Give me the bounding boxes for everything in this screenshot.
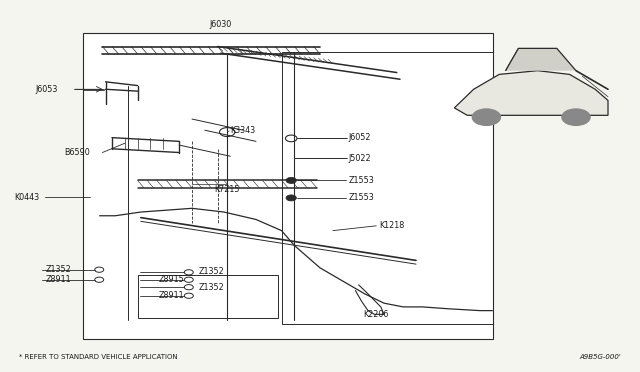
- Text: Z1553: Z1553: [349, 176, 374, 185]
- Bar: [83, 33, 493, 339]
- Text: Z1553: Z1553: [349, 193, 374, 202]
- Text: A9B5G-000': A9B5G-000': [579, 354, 621, 360]
- Bar: [282, 52, 493, 324]
- Circle shape: [286, 177, 296, 183]
- Circle shape: [286, 195, 296, 201]
- Text: K7215: K7215: [214, 185, 240, 194]
- Text: J6053: J6053: [35, 85, 58, 94]
- Text: J5022: J5022: [349, 154, 371, 163]
- Text: Z8915: Z8915: [159, 275, 184, 284]
- Text: Z8911: Z8911: [159, 291, 184, 300]
- Text: Z1352: Z1352: [198, 283, 224, 292]
- Text: J6030: J6030: [210, 20, 232, 29]
- Text: K3343: K3343: [230, 126, 255, 135]
- Text: Z1352: Z1352: [46, 265, 72, 274]
- PathPatch shape: [454, 71, 608, 115]
- Circle shape: [562, 109, 590, 125]
- Text: B6590: B6590: [64, 148, 90, 157]
- Bar: [138, 275, 278, 318]
- Text: Z8911: Z8911: [46, 275, 72, 284]
- Circle shape: [472, 109, 500, 125]
- Text: K0443: K0443: [14, 193, 39, 202]
- Text: K1218: K1218: [379, 221, 404, 230]
- Text: Z1352: Z1352: [198, 267, 224, 276]
- PathPatch shape: [506, 48, 576, 71]
- Text: K2206: K2206: [363, 310, 388, 319]
- Text: J6052: J6052: [349, 133, 371, 142]
- Text: * REFER TO STANDARD VEHICLE APPLICATION: * REFER TO STANDARD VEHICLE APPLICATION: [19, 354, 178, 360]
